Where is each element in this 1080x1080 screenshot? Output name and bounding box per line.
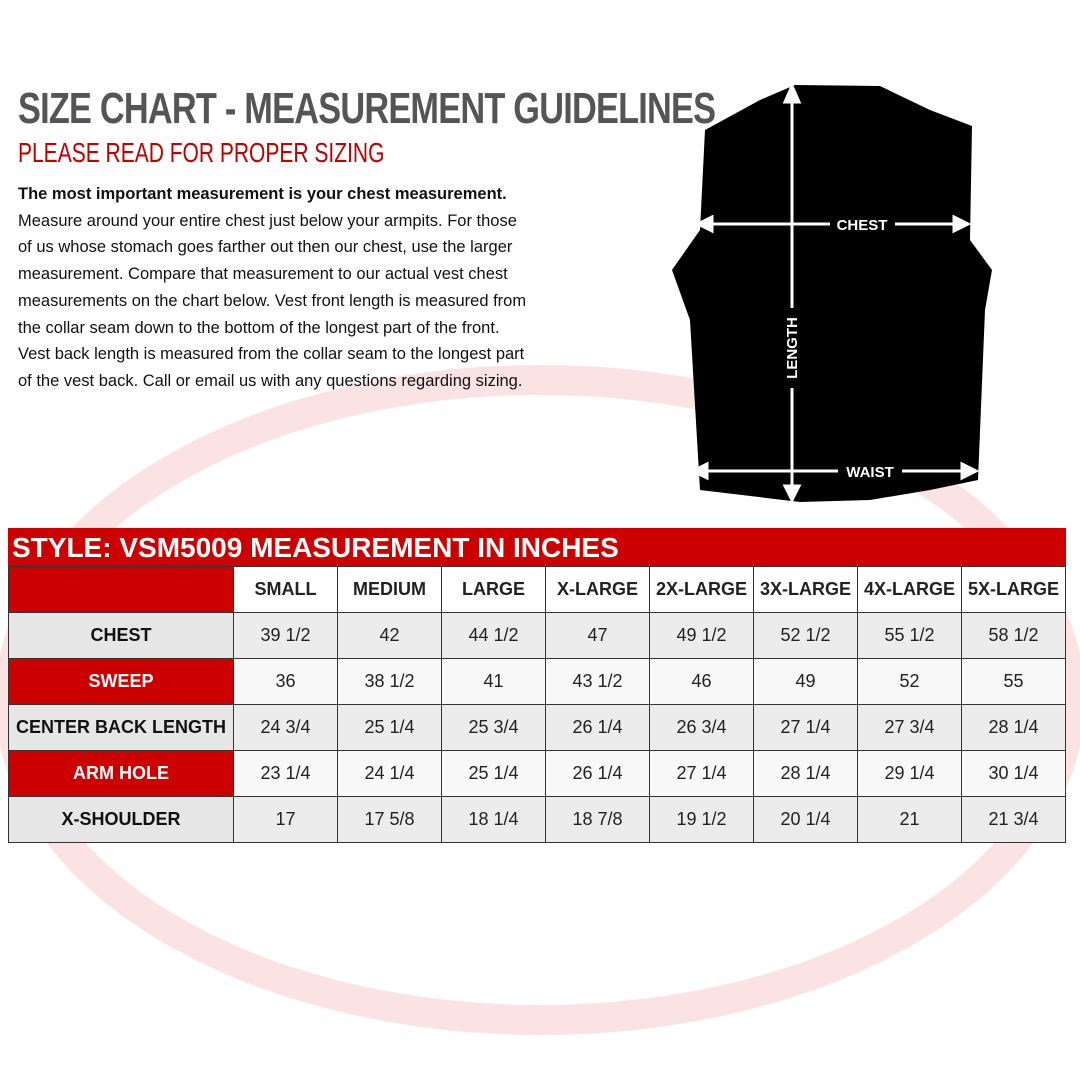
cell: 43 1/2	[545, 658, 650, 705]
intro-line: of the vest back. Call or email us with …	[18, 371, 523, 390]
cell: 26 1/4	[545, 704, 650, 751]
table-row: ARM HOLE 23 1/4 24 1/4 25 1/4 26 1/4 27 1/4 28…	[8, 750, 1066, 797]
cell: 29 1/4	[857, 750, 962, 797]
cell: 28 1/4	[961, 704, 1066, 751]
cell: 17	[233, 796, 338, 843]
row-label: CENTER BACK LENGTH	[8, 704, 234, 751]
cell: 25 1/4	[441, 750, 546, 797]
cell: 52 1/2	[753, 612, 858, 659]
cell: 46	[649, 658, 754, 705]
column-header: MEDIUM	[337, 566, 442, 613]
cell: 20 1/4	[753, 796, 858, 843]
cell: 36	[233, 658, 338, 705]
chest-label: CHEST	[837, 217, 888, 234]
cell: 21	[857, 796, 962, 843]
cell: 23 1/4	[233, 750, 338, 797]
cell: 42	[337, 612, 442, 659]
cell: 25 1/4	[337, 704, 442, 751]
cell: 44 1/2	[441, 612, 546, 659]
cell: 49 1/2	[649, 612, 754, 659]
intro: The most important measurement is your c…	[18, 181, 526, 395]
cell: 49	[753, 658, 858, 705]
size-table: SMALL MEDIUM LARGE X-LARGE 2X-LARGE 3X-LARGE 4…	[8, 566, 1066, 843]
corner-cell	[8, 566, 234, 613]
row-label: SWEEP	[8, 658, 234, 705]
cell: 27 1/4	[753, 704, 858, 751]
cell: 28 1/4	[753, 750, 858, 797]
intro-lead: The most important measurement is your c…	[18, 185, 507, 203]
table-row: X-SHOULDER 17 17 5/8 18 1/4 18 7/8 19 1/2 20 1…	[8, 796, 1066, 843]
row-label: X-SHOULDER	[8, 796, 234, 843]
intro-line: Measure around your entire chest just be…	[18, 211, 517, 230]
cell: 26 1/4	[545, 750, 650, 797]
intro-line: measurement. Compare that measurement to…	[18, 265, 508, 284]
cell: 41	[441, 658, 546, 705]
column-header: LARGE	[441, 566, 546, 613]
header-row: SMALL MEDIUM LARGE X-LARGE 2X-LARGE 3X-LARGE 4…	[8, 566, 1066, 613]
cell: 24 1/4	[337, 750, 442, 797]
subtitle: PLEASE READ FOR PROPER SIZING	[18, 137, 385, 168]
vest-shape	[672, 85, 992, 502]
cell: 30 1/4	[961, 750, 1066, 797]
cell: 55	[961, 658, 1066, 705]
cell: 25 3/4	[441, 704, 546, 751]
cell: 26 3/4	[649, 704, 754, 751]
cell: 18 1/4	[441, 796, 546, 843]
column-header: 3X-LARGE	[753, 566, 858, 613]
cell: 38 1/2	[337, 658, 442, 705]
row-label: ARM HOLE	[8, 750, 234, 797]
intro-line: measurements on the chart below. Vest fr…	[18, 291, 527, 310]
table-title: STYLE: VSM5009 MEASUREMENT IN INCHES	[8, 528, 1066, 566]
cell: 17 5/8	[337, 796, 442, 843]
cell: 27 1/4	[649, 750, 754, 797]
cell: 55 1/2	[857, 612, 962, 659]
cell: 24 3/4	[233, 704, 338, 751]
intro-line: of us whose stomach goes farther out the…	[18, 238, 513, 257]
cell: 52	[857, 658, 962, 705]
waist-label: WAIST	[846, 464, 894, 481]
cell: 47	[545, 612, 650, 659]
intro-line: the collar seam down to the bottom of th…	[18, 318, 500, 337]
length-label: LENGTH	[784, 317, 801, 379]
column-header: 4X-LARGE	[857, 566, 962, 613]
column-header: X-LARGE	[545, 566, 650, 613]
column-header: SMALL	[233, 566, 338, 613]
cell: 19 1/2	[649, 796, 754, 843]
table-row: SWEEP 36 38 1/2 41 43 1/2 46 49 52 55	[8, 658, 1066, 705]
intro-line: Vest back length is measured from the co…	[18, 345, 525, 364]
table-row: CENTER BACK LENGTH 24 3/4 25 1/4 25 3/4 26 1…	[8, 704, 1066, 751]
cell: 18 7/8	[545, 796, 650, 843]
row-label: CHEST	[8, 612, 234, 659]
cell: 27 3/4	[857, 704, 962, 751]
table-row: CHEST 39 1/2 42 44 1/2 47 49 1/2 52 1/2 55 1/2 5…	[8, 612, 1066, 659]
cell: 58 1/2	[961, 612, 1066, 659]
column-header: 5X-LARGE	[961, 566, 1066, 613]
cell: 21 3/4	[961, 796, 1066, 843]
cell: 39 1/2	[233, 612, 338, 659]
column-header: 2X-LARGE	[649, 566, 754, 613]
title: SIZE CHART - MEASUREMENT GUIDELINES	[18, 84, 716, 133]
